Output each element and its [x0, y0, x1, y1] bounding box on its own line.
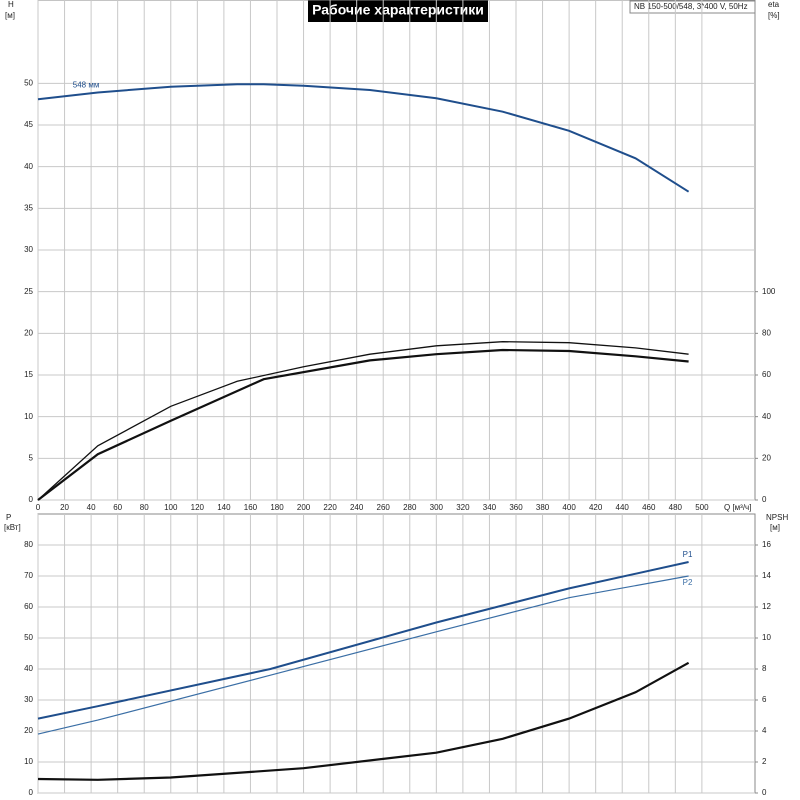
x-tick-label: 480 — [669, 503, 683, 512]
curve — [37, 661, 690, 781]
y2-tick-label: 40 — [762, 412, 771, 421]
y2-label: eta — [768, 0, 780, 9]
x-tick-label: 80 — [140, 503, 149, 512]
y-unit: [м] — [5, 11, 15, 20]
y-tick-label: 10 — [24, 412, 33, 421]
y-tick-label: 40 — [24, 162, 33, 171]
y-tick-label: 70 — [24, 571, 33, 580]
curve — [37, 83, 690, 193]
y-tick-label: 20 — [24, 328, 33, 337]
y2-tick-label: 16 — [762, 540, 771, 549]
y2-label: NPSH — [766, 513, 788, 522]
y-tick-label: 10 — [24, 757, 33, 766]
model-label: NB 150-500/548, 3*400 V, 50Hz — [634, 2, 748, 11]
x-tick-label: 120 — [191, 503, 205, 512]
x-tick-label: 0 — [36, 503, 41, 512]
curve — [37, 348, 689, 501]
y-tick-label: 5 — [29, 453, 34, 462]
y2-tick-label: 6 — [762, 695, 767, 704]
plot-frame — [37, 513, 756, 794]
series-label: P2 — [683, 578, 693, 587]
y-tick-label: 20 — [24, 726, 33, 735]
x-tick-label: 340 — [483, 503, 497, 512]
x-tick-label: 280 — [403, 503, 417, 512]
y2-tick-label: 14 — [762, 571, 771, 580]
curve — [37, 561, 689, 720]
x-tick-label: 380 — [536, 503, 550, 512]
curve — [37, 575, 689, 735]
curve — [37, 341, 689, 501]
x-tick-label: 180 — [270, 503, 284, 512]
x-tick-label: 300 — [430, 503, 444, 512]
x-tick-label: 40 — [87, 503, 96, 512]
y-tick-label: 0 — [29, 495, 34, 504]
x-tick-label: 220 — [323, 503, 337, 512]
x-tick-label: 460 — [642, 503, 656, 512]
x-tick-label: 240 — [350, 503, 364, 512]
x-tick-label: 260 — [377, 503, 391, 512]
y-label: H — [8, 0, 14, 9]
y-tick-label: 30 — [24, 245, 33, 254]
x-tick-label: 440 — [616, 503, 630, 512]
y-tick-label: 40 — [24, 664, 33, 673]
x-tick-label: 400 — [562, 503, 576, 512]
x-tick-label: 320 — [456, 503, 470, 512]
y-tick-label: 30 — [24, 695, 33, 704]
x-tick-label: 20 — [60, 503, 69, 512]
chart-title: Рабочие характеристики — [312, 2, 484, 18]
x-tick-label: 500 — [695, 503, 709, 512]
y2-tick-label: 2 — [762, 757, 767, 766]
y2-tick-label: 8 — [762, 664, 767, 673]
y-tick-label: 60 — [24, 602, 33, 611]
y-tick-label: 35 — [24, 203, 33, 212]
y-unit: [кВт] — [4, 523, 21, 532]
x-tick-label: 100 — [164, 503, 178, 512]
series-label: 548 мм — [73, 81, 100, 90]
y-tick-label: 50 — [24, 633, 33, 642]
x-tick-label: 420 — [589, 503, 603, 512]
y-tick-label: 50 — [24, 78, 33, 87]
y2-unit: [%] — [768, 11, 780, 20]
x-tick-label: 140 — [217, 503, 231, 512]
y2-tick-label: 0 — [762, 788, 767, 797]
x-tick-label: 200 — [297, 503, 311, 512]
y-tick-label: 0 — [29, 788, 34, 797]
y2-tick-label: 80 — [762, 328, 771, 337]
y2-tick-label: 12 — [762, 602, 771, 611]
series-label: P1 — [683, 550, 693, 559]
y-tick-label: 15 — [24, 370, 33, 379]
x-tick-label: 160 — [244, 503, 258, 512]
x-tick-label: 360 — [509, 503, 523, 512]
x-label: Q [м³/ч] — [724, 503, 751, 512]
y2-unit: [м] — [770, 523, 780, 532]
y2-tick-label: 20 — [762, 453, 771, 462]
y2-tick-label: 100 — [762, 287, 776, 296]
y2-tick-label: 4 — [762, 726, 767, 735]
y-tick-label: 80 — [24, 540, 33, 549]
title-box — [308, 0, 488, 22]
y2-tick-label: 0 — [762, 495, 767, 504]
y-tick-label: 45 — [24, 120, 33, 129]
x-tick-label: 60 — [113, 503, 122, 512]
y-tick-label: 25 — [24, 287, 33, 296]
y2-tick-label: 10 — [762, 633, 771, 642]
y-label: P — [6, 513, 11, 522]
y2-tick-label: 60 — [762, 370, 771, 379]
